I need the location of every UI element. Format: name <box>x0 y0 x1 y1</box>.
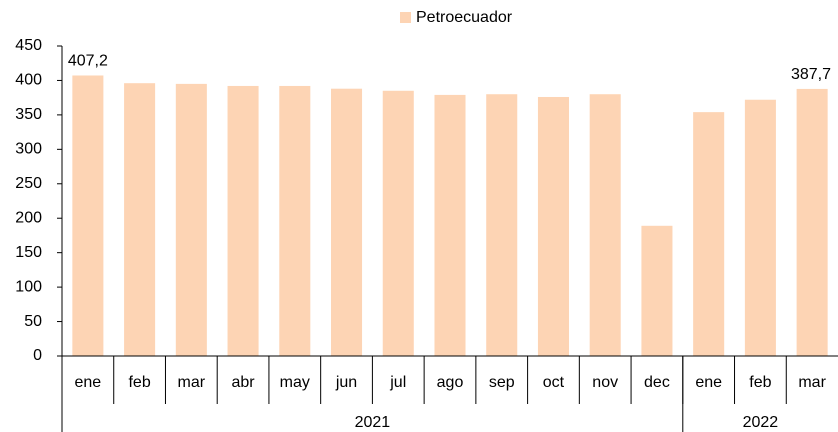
x-tick-label: abr <box>232 374 256 391</box>
y-tick-label: 100 <box>15 278 42 295</box>
bar <box>331 88 363 356</box>
x-tick-label: may <box>280 374 310 391</box>
bar <box>589 94 621 356</box>
y-tick-label: 250 <box>15 175 42 192</box>
bar <box>486 94 518 356</box>
data-label: 407,2 <box>68 53 108 70</box>
x-tick-label: nov <box>592 374 618 391</box>
bar <box>175 83 207 356</box>
bar <box>279 85 311 356</box>
bar <box>124 83 156 356</box>
bar <box>537 96 569 356</box>
bar <box>744 99 776 356</box>
y-tick-label: 300 <box>15 141 42 158</box>
data-label: 387,7 <box>791 66 831 83</box>
x-tick-label: oct <box>543 374 565 391</box>
legend-label: Petroecuador <box>416 9 513 26</box>
y-tick-label: 0 <box>33 347 42 364</box>
group-label: 2022 <box>743 414 779 431</box>
x-tick-label: ene <box>75 374 102 391</box>
legend-swatch <box>400 12 411 23</box>
x-tick-label: mar <box>178 374 206 391</box>
x-tick-label: jun <box>335 374 357 391</box>
group-label: 2021 <box>355 414 391 431</box>
bar <box>72 75 104 357</box>
x-tick-label: feb <box>128 374 150 391</box>
y-tick-label: 400 <box>15 72 42 89</box>
bar <box>382 90 414 357</box>
bar <box>434 94 466 357</box>
y-tick-label: 150 <box>15 244 42 261</box>
y-tick-label: 200 <box>15 209 42 226</box>
x-tick-label: dec <box>644 374 670 391</box>
x-tick-label: ago <box>437 374 464 391</box>
bar <box>227 85 259 356</box>
x-tick-label: mar <box>798 374 826 391</box>
x-tick-label: ene <box>695 374 722 391</box>
y-tick-label: 350 <box>15 106 42 123</box>
bar <box>693 112 725 356</box>
x-tick-label: sep <box>489 374 515 391</box>
y-tick-label: 50 <box>24 313 42 330</box>
bar <box>796 88 828 356</box>
x-tick-label: feb <box>749 374 771 391</box>
bar <box>641 225 673 356</box>
y-tick-label: 450 <box>15 37 42 54</box>
x-tick-label: jul <box>389 374 406 391</box>
